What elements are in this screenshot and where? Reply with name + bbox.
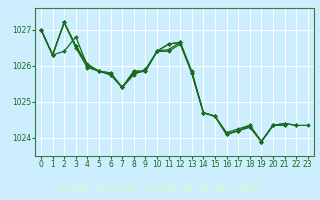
Text: Graphe pression niveau de la mer (hPa): Graphe pression niveau de la mer (hPa) — [58, 184, 262, 193]
